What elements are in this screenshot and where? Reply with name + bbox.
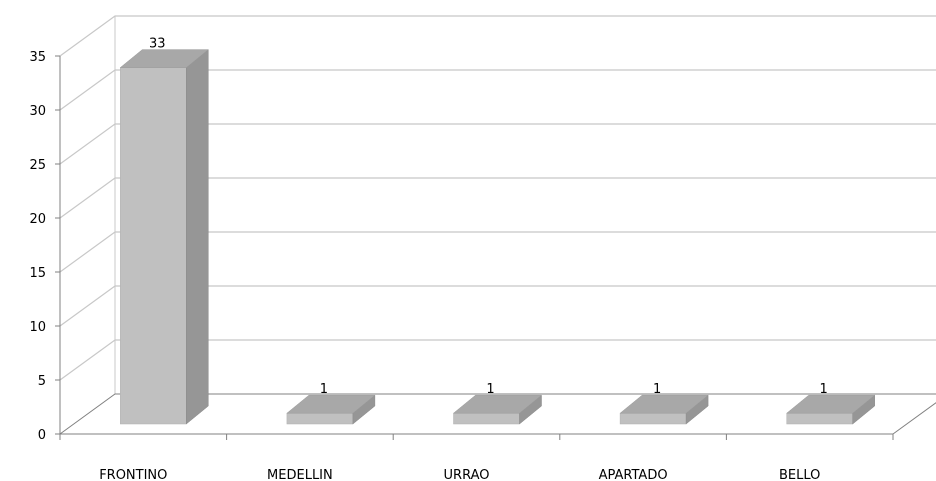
gridline — [59, 231, 936, 273]
category-labels: FRONTINO MEDELLIN URRAO APARTADO BELLO — [99, 468, 820, 481]
gridline — [59, 69, 936, 111]
axes — [55, 55, 894, 440]
gridline — [59, 177, 936, 219]
data-label: 1 — [320, 382, 328, 397]
y-tick-label: 15 — [29, 266, 46, 281]
bar-medellin — [286, 394, 376, 425]
y-tick-label: 5 — [38, 374, 46, 389]
y-tick-label: 10 — [29, 320, 46, 335]
bar-side-face — [186, 49, 209, 425]
data-label: 1 — [820, 382, 828, 397]
y-tick-label: 20 — [29, 212, 46, 227]
bar-top-face — [119, 49, 210, 68]
data-label: 1 — [653, 382, 661, 397]
gridline — [59, 15, 936, 57]
bar-frontino — [119, 49, 210, 425]
data-label: 33 — [149, 37, 166, 52]
gridline — [59, 339, 936, 381]
bar-front-face — [786, 412, 853, 425]
gridline — [59, 123, 936, 165]
category-label: MEDELLIN — [267, 468, 333, 481]
gridline — [59, 285, 936, 327]
bar-top-face — [286, 394, 376, 414]
category-label: APARTADO — [599, 468, 668, 481]
bar-apartado — [619, 394, 709, 425]
gridlines — [59, 15, 936, 381]
data-label: 1 — [486, 382, 494, 397]
y-tick-label: 35 — [29, 50, 46, 65]
category-label: FRONTINO — [99, 468, 167, 481]
bar-top-face — [619, 394, 709, 414]
floor-outline — [59, 393, 936, 435]
y-tick-label: 30 — [29, 104, 46, 119]
bar-top-face — [452, 394, 543, 414]
bars — [119, 49, 876, 425]
bar-bello — [785, 394, 876, 425]
bar-front-face — [120, 67, 187, 425]
y-tick-label: 0 — [38, 428, 46, 443]
bar-front-face — [286, 412, 354, 425]
data-labels: 33 1 1 1 1 — [149, 37, 828, 398]
y-tick-label: 25 — [29, 158, 46, 173]
category-label: URRAO — [444, 468, 490, 481]
y-tick-labels: 0 5 10 15 20 25 30 35 — [29, 50, 46, 443]
category-label: BELLO — [779, 468, 820, 481]
bar-top-face — [785, 394, 876, 414]
bar-front-face — [453, 412, 520, 425]
bar-front-face — [619, 412, 687, 425]
bar-urrao — [452, 394, 543, 425]
